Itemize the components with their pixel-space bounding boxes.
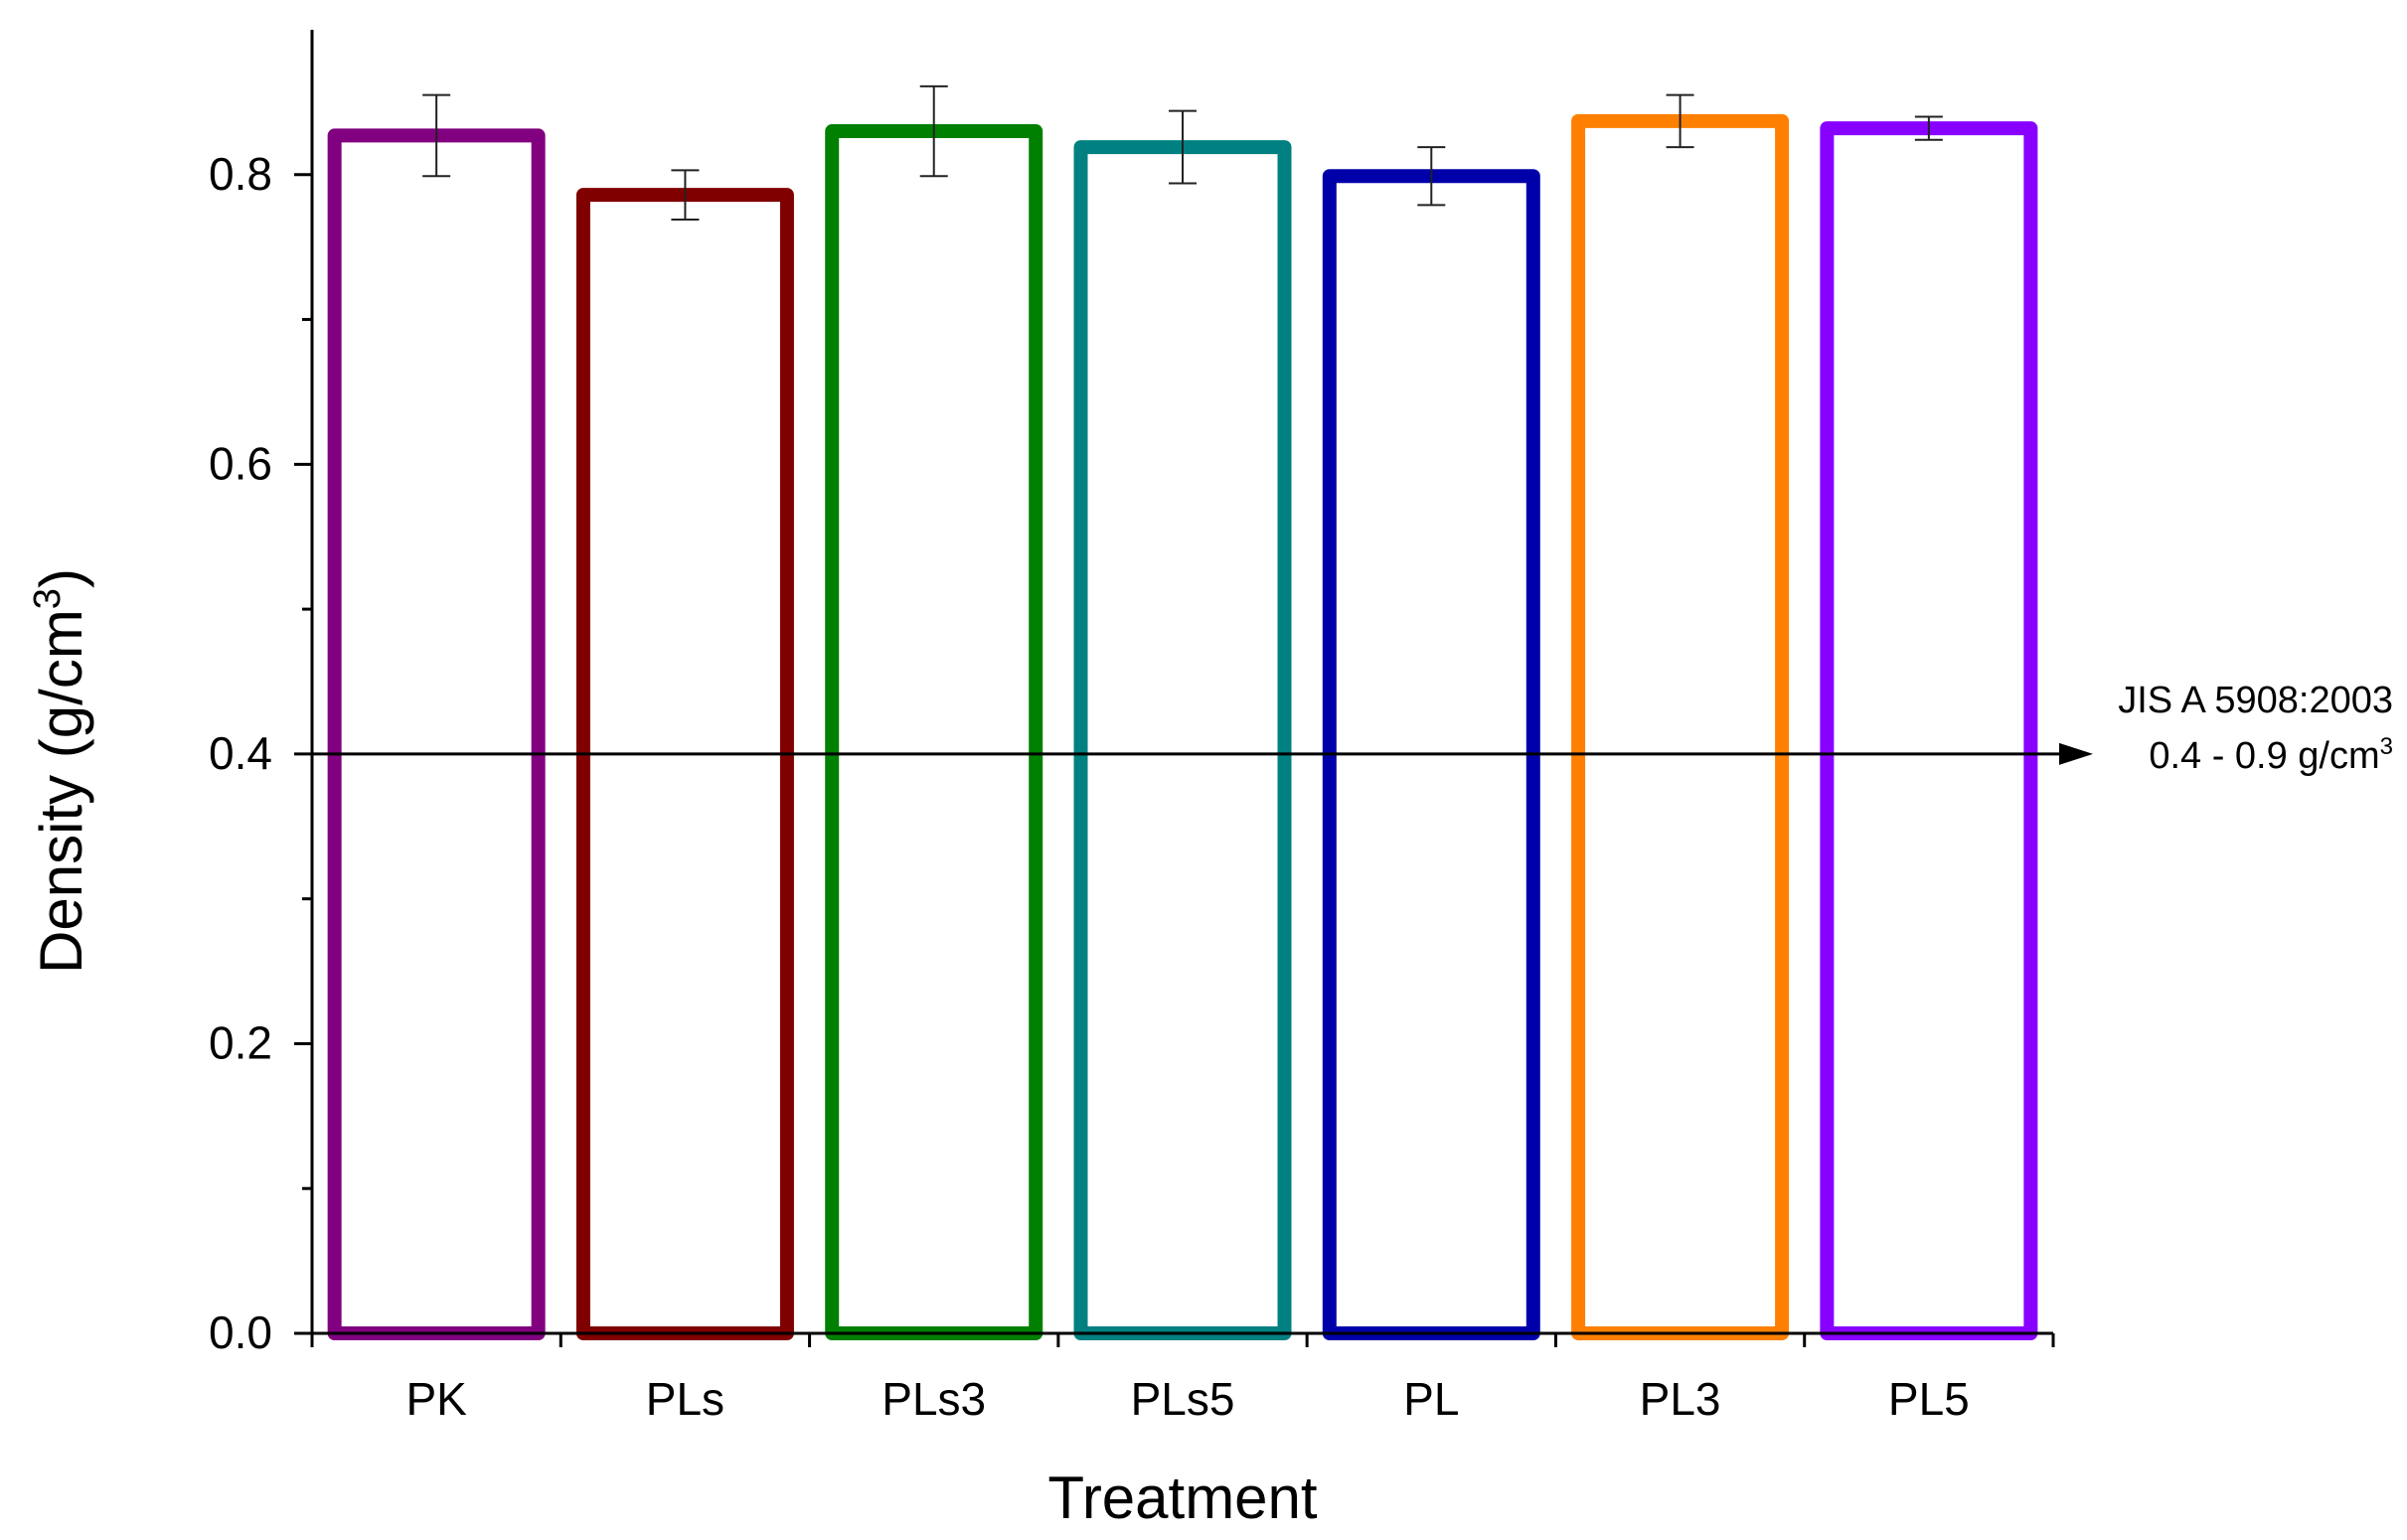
bar-pl3 xyxy=(1571,113,1790,1341)
y-axis-title-close: ) xyxy=(28,568,94,588)
bar-pk xyxy=(327,128,546,1341)
bar-pls3 xyxy=(825,124,1043,1341)
x-tick-label: PLs3 xyxy=(882,1373,986,1425)
x-tick-label: PL xyxy=(1403,1373,1459,1425)
y-ticks-layer: 0.0 0.2 0.4 0.6 0.8 xyxy=(209,148,312,1358)
reference-label-range-superscript: 3 xyxy=(2380,733,2393,760)
x-tick-label: PL3 xyxy=(1640,1373,1721,1425)
y-tick-label: 0.6 xyxy=(209,437,272,489)
x-tick-label: PL5 xyxy=(1888,1373,1970,1425)
x-ticks-layer: PK PLs PLs3 PLs5 PL PL3 PL5 xyxy=(310,1333,2055,1425)
x-axis-title: Treatment xyxy=(1047,1464,1318,1531)
reference-label-range-main: 0.4 - 0.9 g/cm xyxy=(2149,735,2379,777)
y-tick-label: 0.2 xyxy=(209,1016,272,1068)
reference-line-arrowhead xyxy=(2059,742,2093,765)
y-tick-label: 0.8 xyxy=(209,148,272,200)
x-tick-label: PK xyxy=(405,1373,467,1425)
bar-pl5 xyxy=(1820,121,2038,1340)
y-axis-title-main: Density (g/cm xyxy=(28,609,94,974)
x-tick-label: PLs xyxy=(646,1373,724,1425)
errorbars-layer xyxy=(422,84,1943,221)
y-axis-title: Density (g/cm3) xyxy=(27,568,94,974)
bar-pls xyxy=(575,188,794,1341)
x-tick-label: PLs5 xyxy=(1131,1373,1235,1425)
reference-line-layer: JIS A 5908:2003 0.4 - 0.9 g/cm3 xyxy=(312,680,2393,777)
reference-label-range: 0.4 - 0.9 g/cm3 xyxy=(2149,733,2393,777)
y-tick-label: 0.0 xyxy=(209,1307,272,1358)
y-tick-label: 0.4 xyxy=(209,727,272,779)
bars-layer xyxy=(327,113,2038,1341)
reference-label-standard: JIS A 5908:2003 xyxy=(2118,680,2393,721)
axes-layer xyxy=(310,30,2053,1335)
bar-pls5 xyxy=(1073,140,1292,1341)
y-axis-title-superscript: 3 xyxy=(27,588,69,609)
